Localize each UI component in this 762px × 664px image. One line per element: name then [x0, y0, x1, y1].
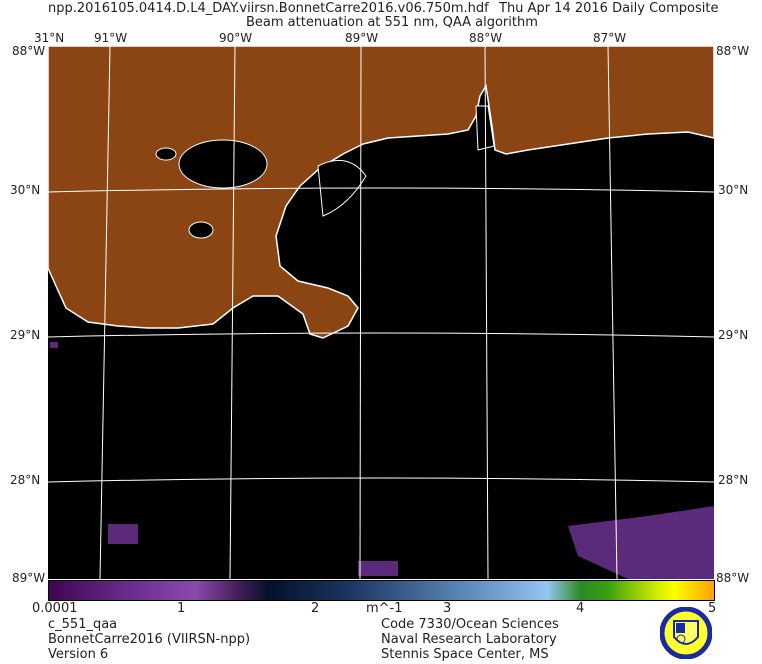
colorbar-unit: m^-1 — [366, 601, 403, 616]
lake-pontchartrain — [178, 139, 268, 189]
satellite-map[interactable] — [48, 46, 714, 579]
lat-label-top-left: 31°N — [34, 31, 65, 45]
corner-lon-label-right: 88°W — [716, 44, 750, 58]
lat-label-right: 29°N — [718, 328, 749, 342]
colorbar — [48, 580, 715, 601]
version: Version 6 — [48, 647, 109, 662]
colorbar-tick: 0.0001 — [32, 601, 78, 616]
turbidity-patches — [50, 342, 714, 579]
colorbar-tick: 5 — [708, 601, 717, 616]
lon-label: 90°W — [219, 31, 253, 45]
product-name: c_551_qaa — [48, 617, 118, 632]
lat-label-left: 28°N — [10, 473, 41, 487]
graticule — [48, 46, 714, 579]
date-label: Thu Apr 14 2016 Daily Composite — [499, 1, 719, 16]
colorbar-tick: 4 — [576, 601, 585, 616]
lon-label: 89°W — [345, 31, 379, 45]
lake — [188, 221, 214, 239]
colorbar-tick: 2 — [311, 601, 320, 616]
lon-label: 88°W — [469, 31, 503, 45]
lon-label: 91°W — [94, 31, 128, 45]
colorbar-tick: 1 — [177, 601, 186, 616]
land — [48, 46, 714, 339]
lat-label-right: 30°N — [718, 183, 749, 197]
lon-label: 87°W — [593, 31, 627, 45]
nrl-logo — [660, 607, 712, 659]
org-location: Stennis Space Center, MS — [381, 647, 549, 662]
corner-lon-label-bottom-left: 89°W — [12, 571, 46, 585]
corner-lon-label-bottom-right: 88°W — [716, 571, 750, 585]
map-subtitle: Beam attenuation at 551 nm, QAA algorith… — [246, 15, 538, 30]
lake — [155, 147, 177, 161]
colorbar-tick: 3 — [443, 601, 452, 616]
org-code: Code 7330/Ocean Sciences — [381, 617, 559, 632]
org-name: Naval Research Laboratory — [381, 632, 557, 647]
lat-label-left: 30°N — [10, 183, 41, 197]
dataset-name: BonnetCarre2016 (VIIRSN-npp) — [48, 632, 251, 647]
filename: npp.2016105.0414.D.L4_DAY.viirsn.BonnetC… — [48, 1, 489, 16]
corner-lon-label-left: 88°W — [12, 44, 46, 58]
lat-label-left: 29°N — [10, 328, 41, 342]
lat-label-right: 28°N — [718, 473, 749, 487]
